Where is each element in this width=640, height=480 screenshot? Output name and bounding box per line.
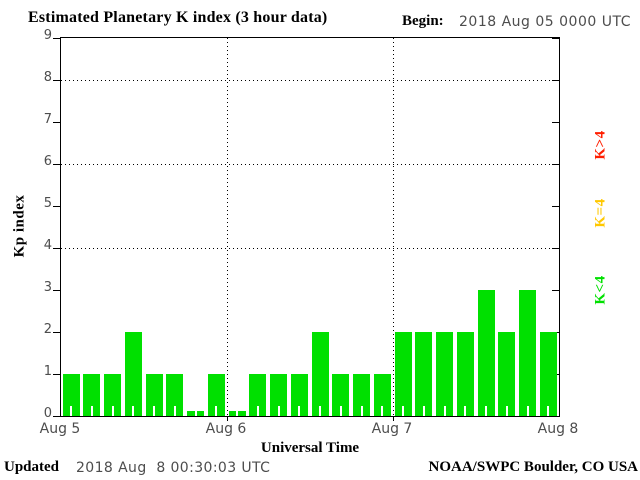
kp-bar-19 <box>456 332 474 416</box>
bar-tick-notch <box>505 406 508 416</box>
y-tick-right-9 <box>552 38 559 39</box>
bar-tick-notch <box>173 406 176 416</box>
y-tick-left-7 <box>53 122 60 123</box>
kp-bar-18 <box>436 332 453 416</box>
bar-tick-notch <box>402 406 404 416</box>
x-tick-label-aug-5: Aug 5 <box>39 421 81 437</box>
kp-bar-17 <box>415 332 433 416</box>
bar-tick-notch <box>277 406 280 416</box>
bar-tick-notch <box>526 406 529 416</box>
updated-value: 2018 Aug 8 00:30:03 UTC <box>76 460 271 476</box>
kp-bar-23 <box>539 332 557 416</box>
kp-bar-0 <box>62 374 80 416</box>
kp-bar-20 <box>477 290 495 416</box>
bar-tick-notch <box>215 406 218 416</box>
plot-area <box>53 37 560 421</box>
x-tick-label-aug-8: Aug 8 <box>537 421 579 437</box>
bar-tick-notch <box>381 406 384 416</box>
gridline-y-6 <box>61 164 559 165</box>
begin-label: Begin: <box>402 13 444 29</box>
y-tick-left-4 <box>53 248 60 249</box>
bar-tick-notch <box>422 406 425 416</box>
chart-title: Estimated Planetary K index (3 hour data… <box>28 9 328 26</box>
updated-label: Updated <box>4 459 60 475</box>
x-axis-title: Universal Time <box>260 440 360 456</box>
kp-bar-12 <box>311 332 329 416</box>
y-tick-label-2: 2 <box>43 322 52 337</box>
kp-bar-11 <box>290 374 308 416</box>
kp-bar-13 <box>332 374 350 416</box>
y-tick-left-6 <box>53 164 60 165</box>
bar-tick-notch <box>319 406 321 416</box>
credit-text: NOAA/SWPC Boulder, CO USA <box>428 459 638 475</box>
gridline-day-aug-6 <box>227 38 228 416</box>
bar-tick-notch <box>298 406 301 416</box>
kp-bar-7 <box>207 374 225 416</box>
bar-tick-notch <box>70 406 72 416</box>
kp-bar-14 <box>353 374 370 416</box>
bar-tick-notch <box>90 406 93 416</box>
kp-bar-4 <box>145 374 163 416</box>
x-tick-label-aug-6: Aug 6 <box>205 421 247 437</box>
y-tick-label-0: 0 <box>43 406 52 421</box>
bar-tick-notch <box>547 406 550 416</box>
y-tick-left-3 <box>53 290 60 291</box>
kp-bar-3 <box>124 332 142 416</box>
y-tick-right-6 <box>552 164 559 165</box>
y-tick-left-1 <box>53 374 60 375</box>
y-tick-right-5 <box>552 206 559 207</box>
legend-item-2: K<4 <box>592 275 609 305</box>
gridline-y-4 <box>61 248 559 249</box>
y-tick-left-5 <box>53 206 60 207</box>
bar-tick-notch <box>256 406 259 416</box>
y-tick-label-9: 9 <box>43 28 52 43</box>
begin-value: 2018 Aug 05 0000 UTC <box>459 14 631 30</box>
kp-bar-21 <box>498 332 516 416</box>
day-boundary-tick <box>393 416 394 421</box>
kp-bar-15 <box>373 374 391 416</box>
kp-bar-8 <box>228 411 246 416</box>
y-tick-left-2 <box>53 332 60 333</box>
kp-bar-5 <box>166 374 184 416</box>
gridline-y-8 <box>61 80 559 81</box>
kp-bar-1 <box>83 374 101 416</box>
bar-tick-notch <box>485 406 487 416</box>
y-tick-left-9 <box>53 38 60 39</box>
y-tick-right-8 <box>552 80 559 81</box>
bar-tick-notch <box>360 406 363 416</box>
bar-tick-notch <box>339 406 342 416</box>
y-tick-right-4 <box>552 248 559 249</box>
y-tick-label-8: 8 <box>43 70 52 85</box>
kp-bar-22 <box>519 290 536 416</box>
legend-item-1: K=4 <box>592 198 609 228</box>
kp-bar-9 <box>249 374 267 416</box>
y-tick-label-5: 5 <box>43 196 52 211</box>
bar-tick-notch <box>194 411 197 416</box>
bar-tick-notch <box>111 406 114 416</box>
y-tick-label-7: 7 <box>43 112 52 127</box>
y-tick-label-4: 4 <box>43 238 52 253</box>
y-tick-right-3 <box>552 290 559 291</box>
kp-bar-10 <box>270 374 287 416</box>
bar-tick-notch <box>153 406 155 416</box>
legend-item-0: K>4 <box>592 130 609 160</box>
kp-bar-6 <box>187 411 204 416</box>
day-boundary-tick <box>227 416 228 421</box>
bar-tick-notch <box>236 411 238 416</box>
y-tick-right-0 <box>552 416 559 417</box>
kp-bar-2 <box>104 374 121 416</box>
y-tick-left-0 <box>53 416 60 417</box>
gridline-day-aug-7 <box>393 38 394 416</box>
y-tick-right-7 <box>552 122 559 123</box>
y-tick-label-6: 6 <box>43 154 52 169</box>
bar-tick-notch <box>464 406 467 416</box>
x-tick-label-aug-7: Aug 7 <box>371 421 413 437</box>
y-tick-left-8 <box>53 80 60 81</box>
y-tick-label-3: 3 <box>43 280 52 295</box>
kp-bar-16 <box>394 332 412 416</box>
bar-tick-notch <box>443 406 446 416</box>
bar-tick-notch <box>132 406 135 416</box>
y-tick-label-1: 1 <box>43 364 52 379</box>
